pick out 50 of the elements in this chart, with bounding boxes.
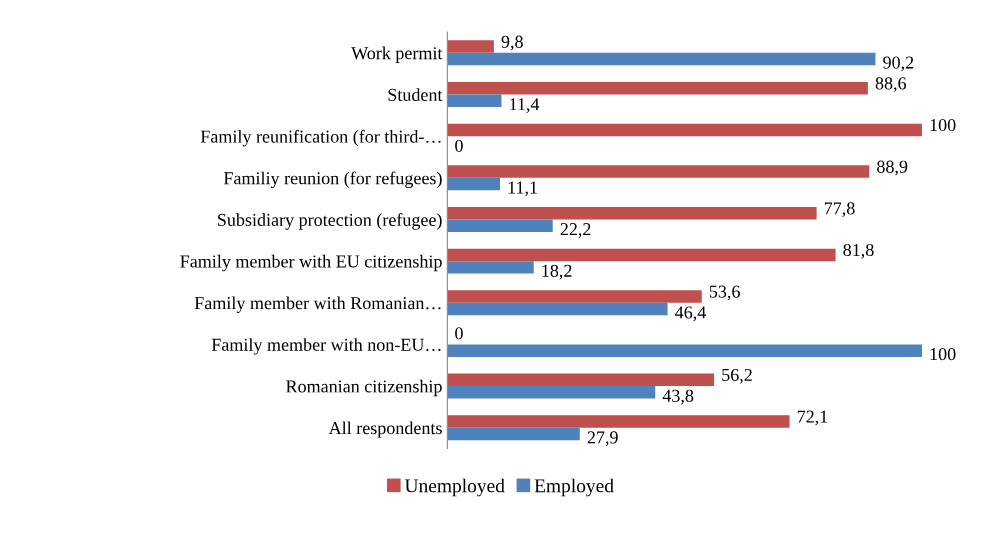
- data-label: 0: [455, 327, 463, 340]
- data-label: 46,4: [675, 306, 706, 322]
- data-label: 77,8: [824, 202, 855, 218]
- data-label: 9,8: [501, 35, 523, 51]
- bar: [447, 82, 868, 95]
- bar: [447, 344, 922, 357]
- data-label: 43,8: [662, 389, 694, 405]
- bar: [447, 94, 502, 108]
- y-tick-label: Family member with non-EU…: [211, 338, 441, 355]
- y-tick-label: All respondents: [328, 421, 442, 438]
- data-label: 11,1: [508, 181, 537, 197]
- y-tick-label: Romanian citizenship: [286, 379, 442, 397]
- bar: [447, 302, 668, 316]
- bar: [447, 261, 534, 274]
- y-tick-label: Familiy reunion (for refugees): [223, 171, 442, 189]
- bar: [447, 290, 702, 303]
- data-label: 27,9: [587, 431, 618, 447]
- data-label: 90,2: [883, 56, 914, 72]
- legend-label: Employed: [534, 478, 614, 497]
- data-label: 88,9: [877, 160, 908, 176]
- data-label: 11,4: [510, 98, 540, 113]
- bar: [447, 40, 494, 53]
- y-tick-label: Student: [388, 88, 443, 101]
- bar: [447, 206, 817, 220]
- y-tick-label: Family reunification (for third-…: [200, 129, 441, 147]
- bar: [447, 177, 501, 191]
- bar: [447, 219, 553, 232]
- y-tick-label: Subsidiary protection (refugee): [218, 213, 442, 230]
- y-tick-label: Family member with EU citizenship: [180, 254, 442, 272]
- bar: [447, 373, 715, 387]
- bar: [447, 427, 580, 441]
- bar: [447, 248, 836, 262]
- bar: [447, 52, 876, 66]
- legend-label: Unemployed: [404, 478, 505, 497]
- data-label: 0: [455, 139, 463, 152]
- y-tick-label: Family member with Romanian…: [194, 296, 441, 313]
- y-tick-label: Work permit: [351, 46, 443, 63]
- data-label: 81,8: [843, 243, 874, 259]
- data-label: 22,2: [560, 223, 591, 238]
- data-label: 56,2: [722, 368, 752, 384]
- data-label: 100: [930, 118, 956, 132]
- data-label: 88,6: [875, 77, 907, 93]
- bar: [447, 415, 790, 428]
- data-label: 53,6: [709, 285, 740, 301]
- data-label: 100: [930, 348, 956, 361]
- bar: [447, 386, 656, 399]
- data-label: 18,2: [542, 264, 572, 280]
- bar: [447, 165, 870, 178]
- bar: [447, 123, 922, 137]
- data-label: 72,1: [797, 410, 828, 426]
